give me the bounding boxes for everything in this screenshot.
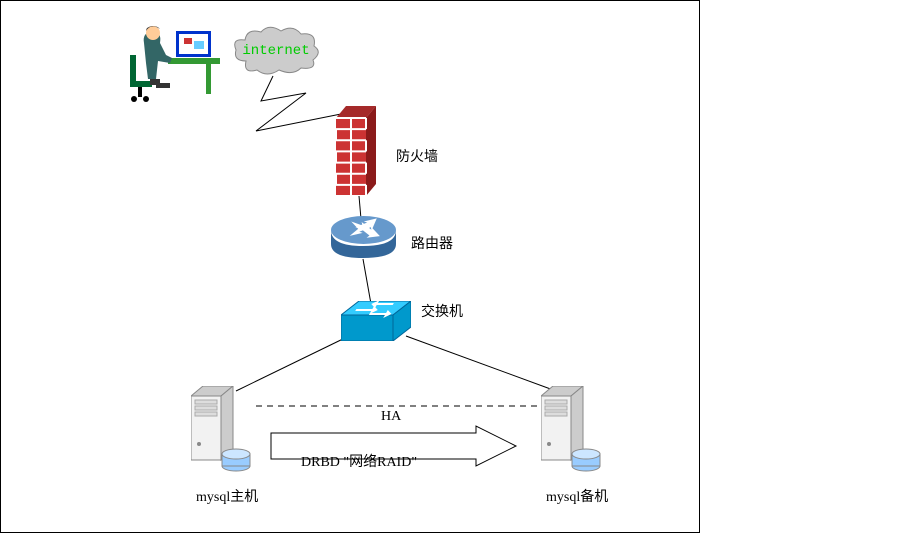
svg-text:internet: internet — [242, 43, 309, 59]
firewall-label: 防火墙 — [396, 146, 438, 166]
ha-label: HA — [381, 409, 401, 425]
user-at-computer-icon — [126, 23, 221, 103]
server-primary-label: mysql主机 — [196, 486, 258, 506]
server-standby-label: mysql备机 — [546, 486, 608, 506]
switch-label: 交换机 — [421, 301, 463, 321]
internet-cloud-icon: internet — [231, 26, 321, 76]
router-icon — [331, 216, 396, 258]
diagram-canvas: internet 防火墙 路由器 交换机 mysql主机 mysql备机 HA … — [0, 0, 700, 533]
drbd-label: DRBD "网络RAID" — [301, 451, 417, 471]
firewall-icon — [336, 106, 376, 196]
switch-icon — [341, 301, 411, 341]
server-primary-icon — [191, 386, 251, 466]
router-label: 路由器 — [411, 233, 453, 253]
server-standby-icon — [541, 386, 601, 466]
